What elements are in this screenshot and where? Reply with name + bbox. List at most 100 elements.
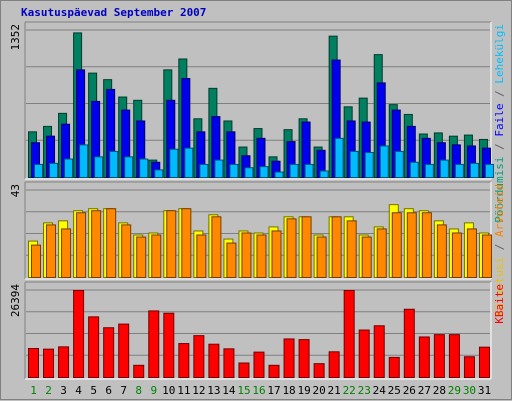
x-tick-label: 15 [237, 384, 250, 397]
bar-lehekülgi-day-3 [64, 158, 74, 178]
bar-kbaite-day-26 [403, 308, 415, 378]
y-max-label: 43 [9, 184, 22, 197]
bar-kbaite-day-19 [298, 339, 310, 378]
x-tick-label: 9 [150, 384, 157, 397]
bar-kbaite-day-24 [373, 325, 385, 378]
bar-arvuteid-day-1 [31, 244, 41, 279]
bar-arvuteid-day-11 [181, 208, 192, 278]
bar-kbaite-day-5 [88, 316, 100, 378]
legend: KBaite [493, 284, 506, 324]
panel-kbytes: 26394 KBaite [9, 281, 506, 380]
bar-lehekülgi-day-12 [199, 163, 209, 179]
bar-arvuteid-day-28 [436, 224, 447, 279]
legend-entry: KBaite [493, 284, 506, 324]
bar-kbaite-day-21 [328, 351, 340, 378]
bar-kbaite-day-14 [223, 348, 235, 378]
bar-arvuteid-day-12 [196, 234, 207, 278]
panel-visits: 1352 Pöördumisi / Faile / Lehekülgi [9, 21, 506, 223]
x-tick-label: 6 [105, 384, 112, 397]
bar-kbaite-day-6 [103, 327, 115, 378]
bar-arvuteid-day-4 [76, 212, 87, 278]
bar-kbaite-day-20 [313, 363, 325, 378]
bar-kbaite-day-11 [178, 343, 190, 378]
legend-entry: / [493, 137, 506, 157]
panel-sites: 43 Külastusi / Arvuteid [9, 181, 506, 316]
bar-kbaite-day-1 [28, 347, 39, 378]
bar-arvuteid-day-5 [91, 210, 102, 278]
legend-entry: / [493, 84, 506, 104]
bar-arvuteid-day-15 [241, 232, 252, 278]
x-tick-label: 21 [328, 384, 341, 397]
bar-kbaite-day-7 [118, 323, 130, 378]
y-max-label: 1352 [9, 24, 22, 51]
bar-arvuteid-day-14 [226, 242, 237, 278]
x-tick-label: 22 [343, 384, 356, 397]
x-tick-label: 25 [388, 384, 401, 397]
x-axis-labels: 1 2 3 4 5 6 7 8 9 10 11 12 13 14 15 16 17 18 19 20 21 22 23 24 2… [30, 384, 491, 397]
bars-kbytes [28, 290, 490, 378]
legend: Pöördumisi / Faile / Lehekülgi [493, 24, 506, 223]
bar-lehekülgi-day-22 [349, 150, 359, 178]
bar-lehekülgi-day-18 [289, 163, 299, 179]
legend-entry: Faile [493, 103, 506, 136]
legend-entry: Lehekülgi [493, 24, 506, 84]
legend-entry: / [493, 237, 506, 257]
bar-lehekülgi-day-20 [319, 170, 329, 179]
bar-lehekülgi-day-13 [214, 159, 224, 178]
chart-title: Kasutuspäevad September 2007 [21, 6, 206, 19]
bar-arvuteid-day-24 [376, 228, 387, 279]
x-tick-label: 28 [433, 384, 446, 397]
bar-kbaite-day-31 [478, 346, 490, 378]
bar-lehekülgi-day-29 [454, 163, 464, 179]
bar-arvuteid-day-21 [331, 216, 342, 278]
bar-arvuteid-day-30 [466, 228, 477, 279]
bar-arvuteid-day-3 [61, 228, 72, 279]
bar-lehekülgi-day-9 [154, 169, 164, 178]
bar-arvuteid-day-17 [271, 230, 282, 279]
bar-arvuteid-day-25 [391, 212, 402, 278]
bar-arvuteid-day-8 [136, 236, 147, 278]
bar-lehekülgi-day-31 [484, 163, 494, 179]
x-tick-label: 8 [135, 384, 142, 397]
bar-arvuteid-day-7 [121, 224, 132, 279]
y-max-label: 26394 [9, 284, 22, 317]
bar-lehekülgi-day-16 [259, 166, 269, 178]
bar-kbaite-day-29 [448, 334, 460, 378]
x-tick-label: 1 [30, 384, 37, 397]
x-tick-label: 18 [282, 384, 295, 397]
bar-arvuteid-day-26 [406, 212, 417, 278]
x-tick-label: 12 [192, 384, 205, 397]
bars-visits [28, 32, 494, 179]
bar-arvuteid-day-10 [166, 210, 177, 278]
legend: Külastusi / Arvuteid [493, 184, 506, 316]
bar-arvuteid-day-31 [481, 234, 492, 278]
legend-entry: Külastusi [493, 257, 506, 317]
x-tick-label: 19 [297, 384, 310, 397]
bar-lehekülgi-day-25 [394, 150, 404, 178]
bar-arvuteid-day-16 [256, 234, 267, 278]
bar-arvuteid-day-20 [316, 236, 327, 278]
x-tick-label: 24 [373, 384, 387, 397]
x-tick-label: 23 [358, 384, 371, 397]
bar-lehekülgi-day-7 [124, 156, 134, 179]
x-tick-label: 31 [478, 384, 491, 397]
bar-lehekülgi-day-1 [34, 163, 43, 179]
bar-arvuteid-day-27 [421, 212, 432, 278]
bar-kbaite-day-25 [388, 356, 400, 378]
bar-lehekülgi-day-6 [109, 150, 119, 178]
bar-kbaite-day-4 [73, 290, 85, 378]
bar-kbaite-day-13 [208, 343, 220, 378]
bar-lehekülgi-day-24 [379, 145, 389, 178]
bar-arvuteid-day-23 [361, 236, 372, 278]
bars-sites [28, 204, 492, 279]
x-tick-label: 2 [45, 384, 52, 397]
bar-lehekülgi-day-15 [244, 167, 254, 178]
bar-kbaite-day-15 [238, 362, 250, 378]
legend-entry: Pöördumisi [493, 156, 506, 222]
x-tick-label: 3 [60, 384, 67, 397]
x-tick-label: 27 [418, 384, 431, 397]
bar-kbaite-day-10 [163, 312, 175, 378]
bar-lehekülgi-day-2 [49, 162, 59, 179]
